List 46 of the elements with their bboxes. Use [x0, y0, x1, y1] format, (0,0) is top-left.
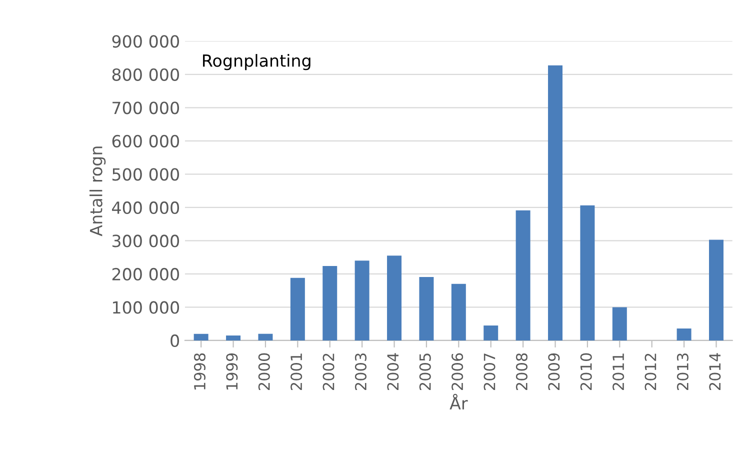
y-tick-label: 0 — [170, 334, 180, 348]
x-tick-label: 2007 — [484, 354, 496, 390]
x-tick-label: 2000 — [258, 353, 270, 390]
bar — [548, 65, 563, 340]
bar — [258, 334, 273, 340]
y-tick-label: 400 000 — [112, 201, 180, 214]
bar — [387, 256, 402, 340]
x-tick-label: 2004 — [387, 353, 399, 390]
x-tick-label: 2008 — [516, 353, 528, 390]
bar — [290, 278, 305, 340]
x-tick-label: 2009 — [548, 353, 560, 390]
y-tick-label: 500 000 — [112, 168, 180, 181]
y-tick-label: 300 000 — [112, 234, 180, 248]
x-tick-label: 2006 — [452, 353, 464, 390]
y-axis-title: Antall rogn — [90, 146, 106, 236]
x-tick-label: 2010 — [580, 353, 592, 390]
x-tick-label: 2001 — [290, 354, 302, 390]
x-tick-label: 2012 — [644, 354, 656, 390]
bar — [322, 266, 338, 340]
bar — [676, 328, 692, 340]
bar — [194, 334, 208, 340]
x-axis-title: År — [450, 394, 468, 410]
x-tick-label: 2013 — [676, 353, 688, 390]
y-tick-label: 800 000 — [112, 68, 180, 81]
y-tick-label: 700 000 — [112, 102, 180, 114]
x-tick-label: 2005 — [419, 354, 431, 390]
x-tick-label: 2002 — [322, 354, 334, 390]
x-tick-label: 2011 — [612, 354, 624, 390]
x-tick-label: 1999 — [226, 353, 238, 390]
x-tick-label: 1998 — [194, 353, 206, 390]
bar — [484, 326, 498, 340]
x-tick-label: 2003 — [354, 353, 366, 390]
bar — [451, 284, 466, 340]
bar — [612, 307, 627, 340]
annotation: Rognplanting — [203, 54, 310, 70]
bar — [226, 335, 241, 340]
bar — [516, 210, 530, 340]
y-tick-label: 600 000 — [112, 134, 180, 148]
y-tick-label: 100 000 — [113, 301, 180, 314]
bar — [354, 260, 370, 340]
bar — [580, 205, 595, 340]
bar — [709, 240, 724, 340]
bar — [419, 276, 434, 340]
y-tick-label: 200 000 — [112, 268, 180, 281]
y-tick-label: 900 000 — [112, 35, 180, 48]
x-tick-label: 2014 — [709, 353, 721, 390]
